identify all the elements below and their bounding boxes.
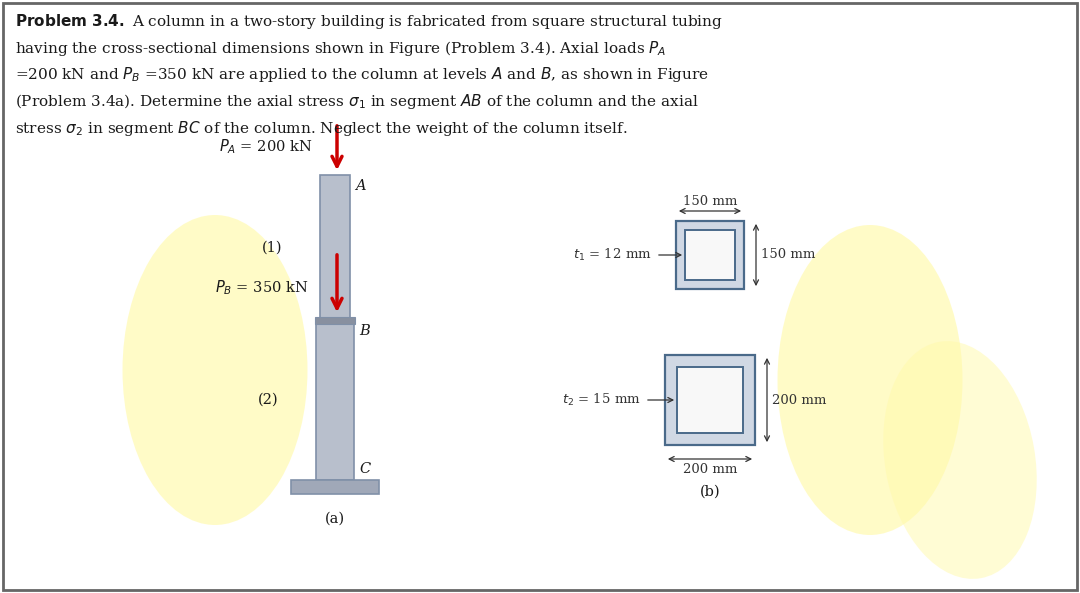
Text: 200 mm: 200 mm [683, 463, 738, 476]
Text: $t_2$ = 15 mm: $t_2$ = 15 mm [563, 392, 642, 408]
Bar [665, 355, 755, 445]
Text: A: A [355, 179, 366, 193]
Text: $P_B$ = 350 kN: $P_B$ = 350 kN [215, 279, 308, 297]
Text: $P_A$ = 200 kN: $P_A$ = 200 kN [218, 138, 312, 157]
Text: $\mathbf{Problem\ 3.4.}$ A column in a two-story building is fabricated from squ: $\mathbf{Problem\ 3.4.}$ A column in a t… [15, 12, 723, 138]
Text: (a): (a) [325, 512, 346, 526]
Text: B: B [359, 324, 369, 338]
Bar [685, 230, 735, 280]
Bar [291, 480, 379, 494]
Bar [320, 175, 350, 320]
Bar [316, 320, 354, 480]
Ellipse shape [778, 225, 962, 535]
Text: (b): (b) [700, 485, 720, 499]
Ellipse shape [122, 215, 308, 525]
Bar [677, 367, 743, 433]
Text: 150 mm: 150 mm [761, 248, 815, 262]
Text: (2): (2) [258, 393, 279, 407]
Ellipse shape [883, 341, 1037, 579]
Text: C: C [359, 462, 370, 476]
Text: (1): (1) [261, 241, 282, 254]
Bar [676, 221, 744, 289]
Text: 150 mm: 150 mm [683, 195, 738, 208]
Text: 200 mm: 200 mm [772, 394, 826, 406]
Text: $t_1$ = 12 mm: $t_1$ = 12 mm [573, 247, 652, 263]
Bar [315, 317, 355, 324]
